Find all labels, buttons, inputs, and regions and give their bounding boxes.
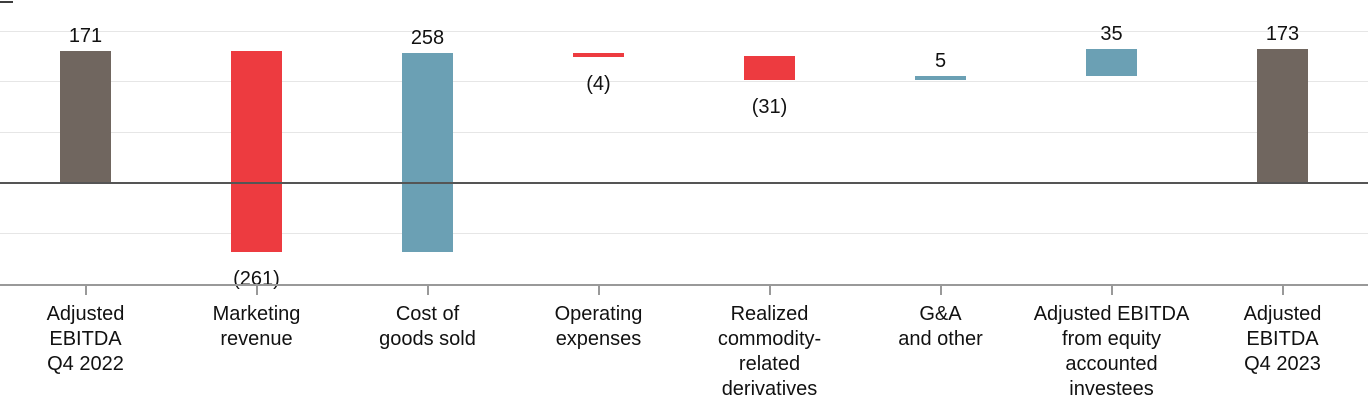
axis-tick <box>426 284 429 295</box>
category-label-adjusted-ebitda-q4-2022: Adjusted EBITDA Q4 2022 <box>0 302 171 377</box>
bar-marketing-revenue <box>231 50 282 253</box>
top-left-line-fragment <box>0 1 13 3</box>
category-label-cost-of-goods-sold: Cost of goods sold <box>342 302 513 352</box>
value-label-operating-expenses: (4) <box>586 72 611 95</box>
category-label-line: investees <box>1069 378 1154 400</box>
category-label-line: related <box>738 353 801 375</box>
gridline <box>0 233 1368 234</box>
category-label-line: EBITDA <box>49 328 122 350</box>
category-label-line: from equity <box>1062 328 1161 350</box>
value-label-cost-of-goods-sold: 258 <box>410 27 445 50</box>
gridline <box>0 31 1368 32</box>
category-label-line: Q4 2022 <box>47 353 124 375</box>
gridline <box>0 81 1368 82</box>
axis-tick <box>939 284 942 295</box>
category-label-line: Operating <box>554 303 643 325</box>
zero-baseline <box>0 182 1368 184</box>
axis-tick <box>1110 284 1113 295</box>
category-label-marketing-revenue: Marketing revenue <box>171 302 342 352</box>
bar-cost-of-goods-sold <box>402 53 453 253</box>
category-label-line: Adjusted <box>46 303 125 325</box>
category-label-line: revenue <box>220 328 293 350</box>
value-label-adjusted-ebitda-q4-2023: 173 <box>1265 23 1300 46</box>
bar-adjusted-ebitda-q4-2023 <box>1257 49 1308 183</box>
category-label-g-a-and-other: G&A and other <box>855 302 1026 352</box>
category-label-line: Cost of <box>395 303 460 325</box>
category-label-line: commodity- <box>717 328 822 350</box>
category-label-line: G&A <box>919 303 962 325</box>
value-label-adjusted-ebitda-from-equity-accounted-investees: 35 <box>1100 23 1123 46</box>
category-label-realized-commodity-related-derivatives: Realized commodity-related derivatives <box>684 302 855 402</box>
axis-tick <box>84 284 87 295</box>
bar-g-a-and-other <box>915 76 966 81</box>
axis-tick <box>255 284 258 295</box>
category-label-line: derivatives <box>721 378 818 400</box>
gridline <box>0 132 1368 133</box>
axis-tick <box>1281 284 1284 295</box>
category-label-adjusted-ebitda-from-equity-accounted-investees: Adjusted EBITDA from equity accounted inves… <box>1026 302 1197 402</box>
category-label-line: accounted <box>1065 353 1158 375</box>
category-label-adjusted-ebitda-q4-2023: Adjusted EBITDA Q4 2023 <box>1197 302 1368 377</box>
category-label-line: goods sold <box>379 328 476 350</box>
bar-adjusted-ebitda-from-equity-accounted-investees <box>1086 49 1137 77</box>
bar-realized-commodity-related-derivatives <box>744 56 795 81</box>
axis-tick <box>768 284 771 295</box>
category-label-line: Adjusted EBITDA <box>1033 303 1190 325</box>
x-axis-line <box>0 284 1368 286</box>
category-label-line: EBITDA <box>1246 328 1319 350</box>
axis-tick <box>597 284 600 295</box>
category-label-line: Adjusted <box>1243 303 1322 325</box>
category-label-line: expenses <box>555 328 642 350</box>
bar-operating-expenses <box>573 53 624 57</box>
category-label-line: Realized <box>730 303 809 325</box>
category-label-operating-expenses: Operating expenses <box>513 302 684 352</box>
category-label-line: and other <box>898 328 983 350</box>
value-label-g-a-and-other: 5 <box>934 50 947 73</box>
value-label-realized-commodity-related-derivatives: (31) <box>751 96 788 119</box>
bar-adjusted-ebitda-q4-2022 <box>60 50 111 183</box>
value-label-adjusted-ebitda-q4-2022: 171 <box>68 24 103 47</box>
category-label-line: Marketing <box>212 303 301 325</box>
category-label-line: Q4 2023 <box>1244 353 1321 375</box>
